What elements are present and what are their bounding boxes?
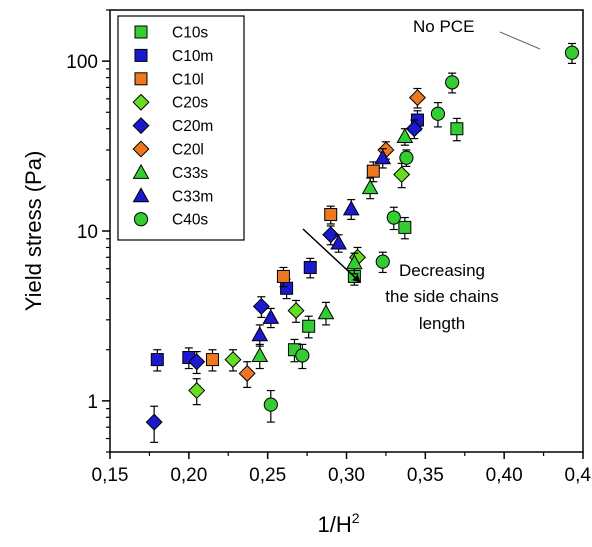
point-c40s [263,397,278,412]
legend-marker-c33m [132,187,150,203]
annotation-trend-line: the side chains [385,287,498,306]
annotations: No PCE Decreasing the side chains length [302,17,541,333]
y-tick-label: 100 [66,52,98,73]
x-tick-label: 0,25 [249,465,286,486]
point-c40s [399,150,414,165]
point-c33m [262,308,280,324]
annotation-trend-line: Decreasing [399,261,485,280]
x-tick-label: 0,45 [565,465,592,486]
point-c10l [205,353,219,367]
legend-label: C33s [172,165,208,182]
point-c40s [386,210,401,225]
point-c20l [408,89,426,107]
point-c33m [374,149,392,165]
point-c10m [303,260,317,274]
x-axis-title: 1/H2 [317,510,359,537]
point-c33m [330,234,347,250]
annotation-trend-line: length [419,314,465,333]
x-tick-label: 0,15 [92,465,129,486]
point-c33s [396,127,414,144]
point-c10m [150,353,164,367]
legend-marker-c10s [134,25,148,39]
series-c33m [251,148,392,347]
series-c20l [238,87,426,389]
legend-marker-c10l [134,72,148,86]
point-c40s [564,45,580,60]
point-c33s [361,179,379,195]
legend-marker-c20l [132,140,150,158]
data-points [145,42,580,443]
trend-arrow [302,228,361,283]
legend-label: C33m [172,188,213,205]
point-c20s [287,302,305,320]
annotation-no-pce: No PCE [413,17,474,36]
series-c40s [263,42,580,423]
point-c20m [322,226,340,244]
series-c20m [145,119,423,443]
point-c20s [224,351,242,369]
y-tick-label: 1 [87,392,98,413]
series-c33s [251,127,414,370]
point-c20m [252,297,270,315]
point-c33m [342,200,360,216]
legend-marker-c10m [134,48,148,62]
point-c10l [276,269,290,283]
point-c33s [346,254,363,270]
point-c10s [398,220,412,234]
x-axis-title-superscript: 2 [352,510,360,526]
legend-marker-c20s [132,93,150,111]
point-c10l [366,164,380,178]
point-c10s [450,122,464,136]
point-c10s [302,319,316,333]
x-axis-title-main: 1/H [317,512,351,537]
annotation-no-pce-leader [499,31,541,50]
x-tick-label: 0,20 [170,465,207,486]
y-axis-title: Yield stress (Pa) [21,151,46,312]
point-c40s [375,254,390,269]
point-c20m [405,120,423,138]
point-c40s [295,348,310,363]
legend-marker-c40s [133,212,149,227]
axes: 0,15 0,20 0,25 0,30 0,35 0,40 0,45 1 10 100 1/H2 Yi… [21,9,592,537]
legend-label: C10s [172,25,208,42]
point-c20m [145,413,163,431]
legend-label: C20s [172,95,208,112]
y-tick-label: 10 [77,222,98,243]
point-c20m [188,353,206,371]
legend-label: C10m [172,48,213,65]
point-c20l [238,364,256,382]
legend-label: C10l [172,71,204,88]
legend-label: C40s [172,212,208,229]
point-c10l [324,208,338,222]
legend-marker-c33s [132,163,150,179]
point-c10m [280,281,294,295]
legend: C10s C10m C10l C20s C20m C20l C33s C33m C40s [117,15,245,241]
point-c33s [251,346,269,362]
legend-label: C20l [172,142,204,159]
point-c40s [445,75,460,90]
point-c20s [188,382,206,400]
x-tick-label: 0,40 [486,465,523,486]
point-c40s [430,106,446,121]
point-c20s [393,166,411,184]
x-tick-label: 0,35 [407,465,444,486]
legend-label: C20m [172,118,213,135]
x-tick-label: 0,30 [328,465,365,486]
point-c33s [317,304,335,320]
legend-marker-c20m [132,117,150,135]
point-c33m [251,326,269,342]
